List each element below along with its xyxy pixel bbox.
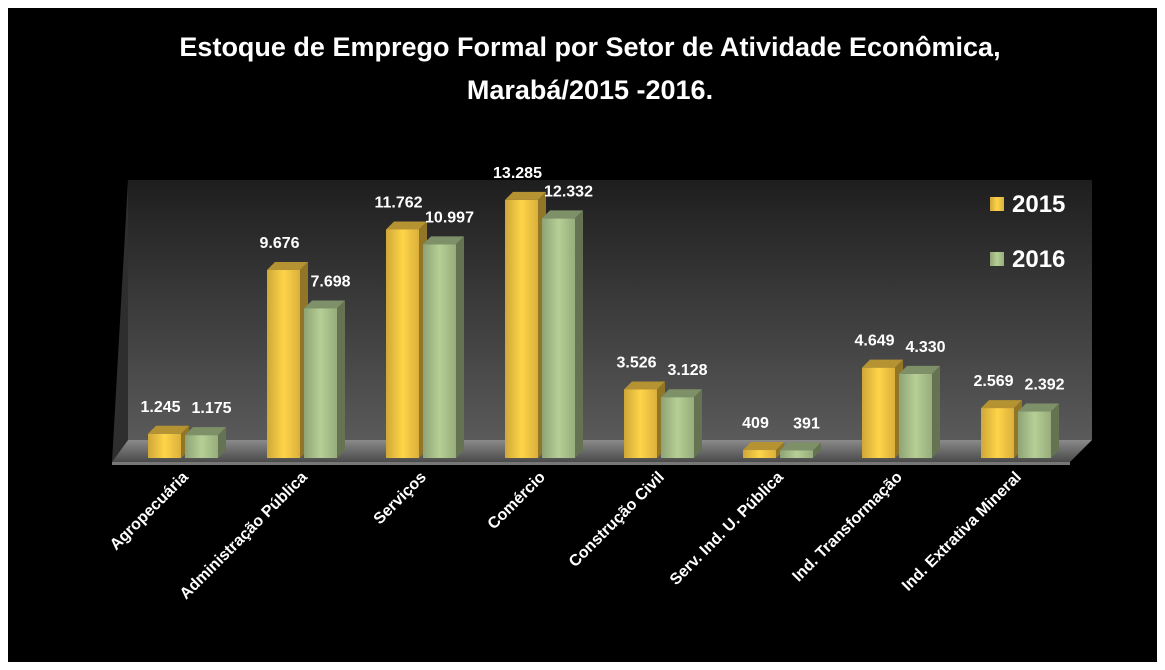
data-label: 3.128 [667, 362, 707, 379]
bar [304, 308, 337, 458]
bar [624, 389, 657, 458]
bar [743, 450, 776, 458]
bar [148, 433, 181, 458]
bar [386, 229, 419, 458]
bar-top [981, 400, 1022, 409]
data-label: 9.676 [259, 235, 299, 252]
legend-swatch [990, 197, 1004, 211]
bar [267, 270, 300, 458]
side-wall [112, 180, 128, 462]
floor [112, 440, 1092, 462]
bar-side [932, 365, 940, 458]
bar-side [575, 210, 583, 458]
data-label: 391 [793, 415, 820, 432]
bar [899, 373, 932, 458]
bar-side [1051, 403, 1059, 458]
bar-top [743, 442, 784, 451]
data-label: 12.332 [544, 183, 593, 200]
bar-top [661, 389, 702, 398]
bar-top [304, 300, 345, 309]
bar [780, 450, 813, 458]
data-label: 4.649 [854, 333, 894, 350]
data-label: 4.330 [905, 339, 945, 356]
bar [423, 244, 456, 458]
data-label: 11.762 [374, 194, 422, 211]
data-label: 13.285 [493, 165, 542, 182]
floor-edge [112, 462, 1070, 465]
bar-top [542, 210, 583, 219]
bar-top [423, 236, 464, 245]
data-label: 409 [742, 415, 769, 432]
bar-top [505, 191, 546, 200]
bar-top [185, 427, 226, 436]
data-label: 3.526 [616, 354, 656, 371]
data-label: 2.569 [973, 373, 1013, 390]
bar-side [218, 427, 226, 458]
bar [505, 199, 538, 459]
legend-label: 2015 [1012, 191, 1065, 218]
bar-top [780, 442, 821, 451]
bar-top [386, 221, 427, 230]
bar-top [1018, 403, 1059, 412]
legend-label: 2016 [1012, 246, 1065, 273]
bar-top [267, 262, 308, 271]
bar [1018, 411, 1051, 458]
bar-side [694, 389, 702, 458]
chart-title: Estoque de Emprego Formal por Setor de A… [179, 32, 1000, 62]
bar-top [624, 381, 665, 390]
bar-side [776, 442, 784, 458]
bar [862, 367, 895, 458]
legend-swatch [990, 252, 1004, 266]
bar [661, 397, 694, 458]
bar-side [813, 442, 821, 458]
bar-top [148, 425, 189, 434]
data-label: 10.997 [425, 209, 474, 226]
bar-side [337, 300, 345, 458]
bar [185, 435, 218, 458]
bar-side [456, 236, 464, 458]
data-label: 2.392 [1024, 377, 1064, 394]
bar [542, 218, 575, 458]
data-label: 1.175 [191, 400, 231, 417]
bar-top [862, 359, 903, 368]
data-label: 7.698 [310, 273, 350, 290]
data-label: 1.245 [140, 399, 180, 416]
bar-top [899, 365, 940, 374]
chart-title: Marabá/2015 -2016. [467, 75, 713, 105]
bar [981, 408, 1014, 458]
